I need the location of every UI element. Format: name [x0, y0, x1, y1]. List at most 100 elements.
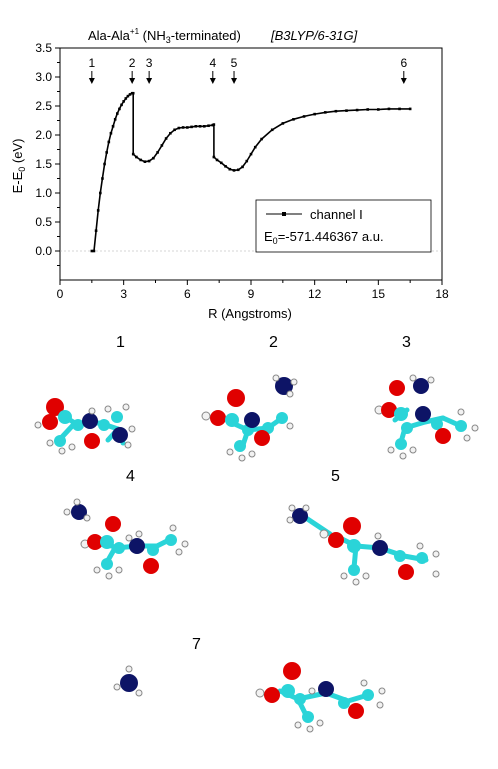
annotation-arrow-head [400, 78, 407, 84]
data-point [107, 140, 111, 144]
chart-method: [B3LYP/6-31G] [270, 28, 358, 43]
data-point [103, 162, 106, 166]
data-point [164, 137, 168, 140]
annotation-label: 5 [231, 56, 238, 70]
data-point [173, 128, 176, 132]
y-tick-label: 3.0 [35, 70, 52, 84]
x-tick-label: 15 [372, 287, 386, 301]
molecule-structure-5 [286, 504, 440, 586]
data-point [236, 168, 240, 172]
annotation-label: 4 [209, 56, 216, 70]
x-tick-label: 6 [184, 287, 191, 301]
data-point [408, 107, 412, 111]
structure-label-2: 2 [269, 334, 278, 351]
data-point [186, 126, 189, 129]
data-point [398, 107, 401, 111]
data-point [232, 169, 236, 172]
legend-box [255, 199, 432, 253]
y-tick-label: 0.5 [35, 215, 52, 229]
data-point [92, 249, 96, 253]
data-point [113, 118, 117, 121]
data-point [198, 125, 202, 128]
data-point [101, 177, 104, 180]
data-point [253, 145, 257, 149]
data-point [94, 229, 98, 232]
data-point [122, 100, 125, 103]
y-tick-label: 2.0 [35, 128, 52, 142]
annotation-label: 2 [129, 56, 136, 70]
molecule-structure-7-peptide [255, 662, 386, 733]
data-point [99, 191, 102, 195]
data-point [139, 158, 142, 162]
molecule-structure-2 [201, 374, 298, 462]
x-tick-label: 9 [248, 287, 255, 301]
annotation-arrow-head [209, 78, 216, 84]
energy-plot: Ala-Ala+1 (NH3-terminated) [B3LYP/6-31G]… [10, 27, 449, 321]
legend: channel I E0=-571.446367 a.u. [255, 199, 432, 253]
chart-title: Ala-Ala+1 (NH3-terminated) [88, 27, 241, 45]
x-tick-label: 12 [308, 287, 322, 301]
y-tick-label: 1.0 [35, 186, 52, 200]
data-point [190, 125, 193, 129]
data-point [224, 165, 227, 168]
x-axis-label: R (Angstroms) [208, 306, 292, 321]
data-point [345, 109, 348, 112]
data-point [181, 126, 185, 129]
legend-marker [282, 212, 286, 216]
data-point [169, 131, 172, 135]
data-point [215, 158, 219, 162]
molecule-structure-7-nh3 [113, 665, 143, 697]
legend-series-label: channel I [310, 207, 363, 222]
structure-label-3: 3 [402, 334, 411, 351]
data-point [212, 123, 216, 126]
molecule-structure-1 [34, 398, 136, 455]
structure-label-4: 4 [126, 468, 135, 485]
data-point [245, 159, 249, 163]
data-point [355, 108, 359, 112]
data-point [377, 108, 380, 111]
data-point [203, 125, 206, 128]
data-point [387, 107, 391, 111]
data-point [194, 125, 198, 128]
annotation-arrow-head [129, 78, 136, 84]
data-point [281, 122, 285, 125]
data-point [96, 209, 100, 212]
annotation-label: 1 [88, 56, 95, 70]
data-point [177, 126, 181, 130]
structure-label-5: 5 [331, 468, 340, 485]
x-tick-label: 18 [435, 287, 449, 301]
data-point [116, 112, 119, 115]
data-point [156, 151, 159, 154]
data-point [160, 144, 164, 147]
data-point [241, 165, 244, 169]
data-point [147, 159, 151, 163]
data-point [120, 103, 123, 107]
data-point [131, 152, 135, 156]
data-point [313, 112, 316, 116]
data-point [135, 155, 138, 159]
data-point [302, 115, 306, 118]
data-point [207, 124, 210, 128]
y-tick-label: 2.5 [35, 99, 52, 113]
x-tick-label: 0 [57, 287, 64, 301]
data-point [109, 131, 113, 135]
y-axis-label: E-E0 (eV) [10, 139, 27, 194]
data-point [219, 161, 223, 165]
structure-label-7: 7 [192, 636, 201, 653]
data-point [111, 125, 115, 128]
data-point [131, 91, 135, 95]
data-point [270, 128, 274, 132]
legend-energy: E0=-571.446367 a.u. [264, 229, 384, 246]
annotation-arrow-head [88, 78, 95, 84]
annotation-label: 3 [146, 56, 153, 70]
annotation-arrow-head [231, 78, 238, 84]
data-point [90, 249, 94, 253]
data-point [124, 97, 128, 100]
data-point [260, 137, 263, 141]
data-point [366, 108, 370, 111]
y-tick-label: 3.5 [35, 41, 52, 55]
data-point [323, 111, 327, 114]
data-point [143, 160, 147, 163]
data-point [126, 94, 130, 98]
data-point [334, 109, 338, 113]
